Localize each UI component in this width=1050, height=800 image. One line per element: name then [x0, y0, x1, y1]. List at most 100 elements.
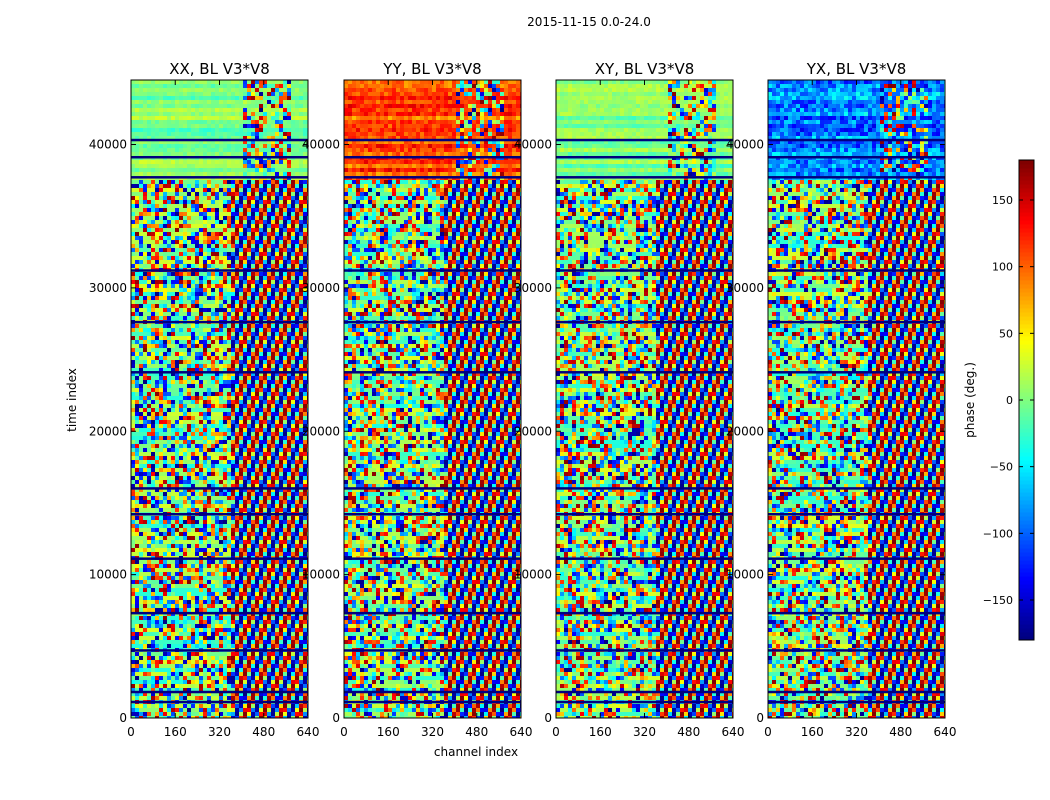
colorbar-segment: [1019, 532, 1034, 537]
colorbar-segment: [1019, 564, 1034, 569]
gap-row: [344, 649, 521, 652]
colorbar-segment: [1019, 248, 1034, 253]
colorbar-segment: [1019, 508, 1034, 513]
colorbar-segment: [1019, 416, 1034, 421]
gap-row: [131, 371, 308, 374]
colorbar-segment: [1019, 424, 1034, 429]
x-tick-label: 640: [722, 725, 745, 739]
colorbar-segment: [1019, 300, 1034, 305]
colorbar-tick-label: 0: [1006, 394, 1013, 407]
heatmap-image: [768, 80, 945, 718]
y-tick-label: 20000: [302, 424, 340, 438]
gap-row: [344, 700, 521, 704]
gap-row: [131, 138, 308, 142]
panel-title: XX, BL V3*V8: [169, 60, 270, 78]
gap-row: [768, 649, 945, 652]
y-tick-label: 10000: [514, 568, 552, 582]
gap-row: [768, 155, 945, 159]
gap-row: [131, 155, 308, 159]
colorbar-segment: [1019, 192, 1034, 197]
gap-row: [131, 176, 308, 179]
x-tick-label: 320: [421, 725, 444, 739]
x-tick-label: 640: [510, 725, 533, 739]
panel-2: XY, BL V3*V8 0 160 320 480 640 0 10000 20000 3000…: [514, 60, 745, 739]
colorbar-segment: [1019, 220, 1034, 225]
colorbar-segment: [1019, 432, 1034, 437]
colorbar-segment: [1019, 576, 1034, 581]
colorbar-segment: [1019, 632, 1034, 637]
colorbar-segment: [1019, 476, 1034, 481]
colorbar-segment: [1019, 340, 1034, 345]
colorbar-segment: [1019, 516, 1034, 521]
gap-row: [344, 269, 521, 272]
colorbar-segment: [1019, 324, 1034, 329]
colorbar-segment: [1019, 276, 1034, 281]
gap-row: [556, 269, 733, 272]
y-tick-label: 0: [756, 711, 764, 725]
colorbar-segment: [1019, 556, 1034, 561]
colorbar-tick-label: 50: [999, 327, 1013, 340]
colorbar-segment: [1019, 636, 1034, 641]
gap-row: [131, 690, 308, 694]
gap-row: [556, 557, 733, 560]
colorbar-segment: [1019, 544, 1034, 549]
gap-row: [131, 611, 308, 615]
colorbar-segment: [1019, 396, 1034, 401]
x-tick-label: 640: [934, 725, 957, 739]
colorbar-segment: [1019, 160, 1034, 165]
colorbar-segment: [1019, 580, 1034, 585]
y-tick-label: 0: [332, 711, 340, 725]
colorbar-segment: [1019, 184, 1034, 189]
x-tick-label: 160: [377, 725, 400, 739]
colorbar-segment: [1019, 604, 1034, 609]
gap-row: [556, 649, 733, 652]
gap-row: [344, 176, 521, 179]
x-tick-label: 160: [164, 725, 187, 739]
x-tick-label: 0: [127, 725, 135, 739]
x-tick-label: 0: [552, 725, 560, 739]
colorbar-segment: [1019, 316, 1034, 321]
colorbar-tick-label: −100: [983, 527, 1013, 540]
y-tick-label: 30000: [89, 281, 127, 295]
colorbar-segment: [1019, 260, 1034, 265]
colorbar-segment: [1019, 480, 1034, 485]
colorbar-segment: [1019, 200, 1034, 205]
x-tick-label: 480: [889, 725, 912, 739]
gap-row: [344, 371, 521, 374]
panel-1: YY, BL V3*V8 0 160 320 480 640 0 10000 20000 3000…: [302, 60, 533, 739]
colorbar-segment: [1019, 500, 1034, 505]
colorbar-segment: [1019, 612, 1034, 617]
gap-row: [556, 320, 733, 324]
gap-row: [131, 557, 308, 560]
gap-row: [768, 557, 945, 560]
gap-row: [768, 269, 945, 272]
colorbar-segment: [1019, 172, 1034, 177]
colorbar-segment: [1019, 344, 1034, 349]
panel-title: YY, BL V3*V8: [382, 60, 481, 78]
colorbar-segment: [1019, 444, 1034, 449]
colorbar-segment: [1019, 372, 1034, 377]
gap-row: [556, 487, 733, 490]
y-tick-label: 0: [544, 711, 552, 725]
colorbar-segment: [1019, 224, 1034, 229]
colorbar-segment: [1019, 332, 1034, 337]
gap-row: [131, 649, 308, 652]
colorbar-segment: [1019, 540, 1034, 545]
colorbar-segment: [1019, 240, 1034, 245]
x-tick-label: 320: [845, 725, 868, 739]
colorbar-segment: [1019, 348, 1034, 353]
heatmap-image: [344, 80, 521, 718]
colorbar-segment: [1019, 408, 1034, 413]
y-tick-label: 0: [119, 711, 127, 725]
x-tick-label: 640: [297, 725, 320, 739]
colorbar-segment: [1019, 268, 1034, 273]
y-tick-label: 20000: [726, 424, 764, 438]
colorbar-segment: [1019, 236, 1034, 241]
colorbar-segment: [1019, 400, 1034, 405]
colorbar-segment: [1019, 364, 1034, 369]
colorbar-segment: [1019, 272, 1034, 277]
gap-row: [131, 269, 308, 272]
colorbar-segment: [1019, 168, 1034, 173]
y-tick-label: 10000: [89, 568, 127, 582]
colorbar-segment: [1019, 528, 1034, 533]
